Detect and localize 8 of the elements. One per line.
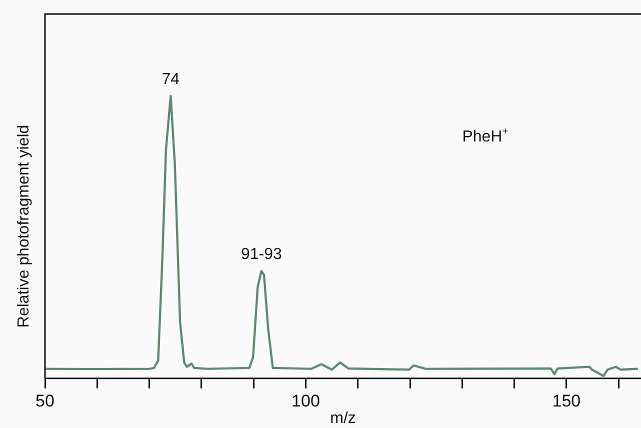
x-tick-label: 100	[292, 391, 320, 410]
x-tick-label: 50	[36, 391, 54, 410]
annotation: 91-93	[240, 246, 282, 264]
y-axis-title: Relative photofragment yield	[15, 124, 32, 328]
x-axis-title: m/z	[330, 410, 356, 427]
annotation: PheH+	[462, 126, 508, 146]
annotation: 74	[162, 70, 180, 88]
x-tick-label: 150	[552, 391, 581, 410]
